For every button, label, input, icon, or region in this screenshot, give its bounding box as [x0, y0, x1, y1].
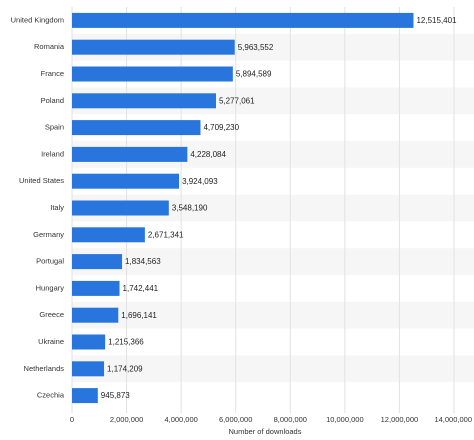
- y-tick-label: Hungary: [36, 283, 65, 292]
- bar: [72, 12, 414, 28]
- bar: [72, 227, 145, 243]
- bar: [72, 173, 180, 189]
- y-tick-label: United States: [19, 176, 64, 185]
- y-tick-label: United Kingdom: [11, 15, 64, 24]
- bar: [72, 307, 119, 323]
- x-tick-label: 0: [70, 415, 74, 424]
- bar: [72, 254, 123, 270]
- value-label: 1,174,209: [107, 364, 143, 373]
- x-tick-label: 14,000,000: [434, 415, 472, 424]
- y-tick-label: Spain: [45, 123, 64, 132]
- value-label: 4,709,230: [203, 123, 239, 132]
- value-label: 5,963,552: [238, 43, 274, 52]
- y-tick-label: Italy: [50, 203, 64, 212]
- x-tick-label: 8,000,000: [274, 415, 307, 424]
- value-label: 12,515,401: [416, 16, 457, 25]
- y-tick-label: Ukraine: [38, 337, 64, 346]
- y-tick-label: Poland: [41, 96, 64, 105]
- x-tick-label: 10,000,000: [326, 415, 364, 424]
- bar: [72, 280, 120, 296]
- y-tick-label: Portugal: [36, 257, 64, 266]
- row-band: [72, 355, 474, 383]
- row-band: [72, 301, 474, 329]
- y-tick-label: Netherlands: [24, 364, 65, 373]
- x-tick-label: 6,000,000: [219, 415, 252, 424]
- bar: [72, 361, 105, 377]
- bar: [72, 200, 169, 216]
- x-tick-label: 4,000,000: [164, 415, 197, 424]
- bar: [72, 120, 201, 136]
- row-band: [72, 248, 474, 275]
- value-label: 2,671,341: [148, 230, 184, 239]
- value-label: 1,742,441: [123, 284, 159, 293]
- y-tick-label: Greece: [39, 310, 64, 319]
- y-tick-label: Czechia: [37, 391, 65, 400]
- x-axis-title: Number of downloads: [229, 427, 302, 436]
- bar: [72, 146, 188, 162]
- value-label: 5,894,589: [236, 70, 272, 79]
- y-tick-label: Germany: [33, 230, 64, 239]
- bar: [72, 334, 106, 350]
- value-label: 4,228,084: [190, 150, 226, 159]
- value-label: 1,215,366: [108, 338, 144, 347]
- y-tick-label: France: [41, 69, 64, 78]
- value-label: 3,924,093: [182, 177, 218, 186]
- value-label: 3,548,190: [172, 204, 208, 213]
- value-label: 1,834,563: [125, 257, 161, 266]
- y-tick-label: Romania: [34, 42, 65, 51]
- bar: [72, 66, 233, 82]
- bar: [72, 388, 98, 404]
- x-tick-label: 2,000,000: [110, 415, 143, 424]
- value-label: 945,873: [101, 391, 130, 400]
- value-label: 1,696,141: [121, 311, 157, 320]
- x-tick-label: 12,000,000: [381, 415, 419, 424]
- y-tick-label: Ireland: [41, 149, 64, 158]
- value-label: 5,277,061: [219, 96, 255, 105]
- bar: [72, 39, 235, 55]
- bar: [72, 93, 216, 109]
